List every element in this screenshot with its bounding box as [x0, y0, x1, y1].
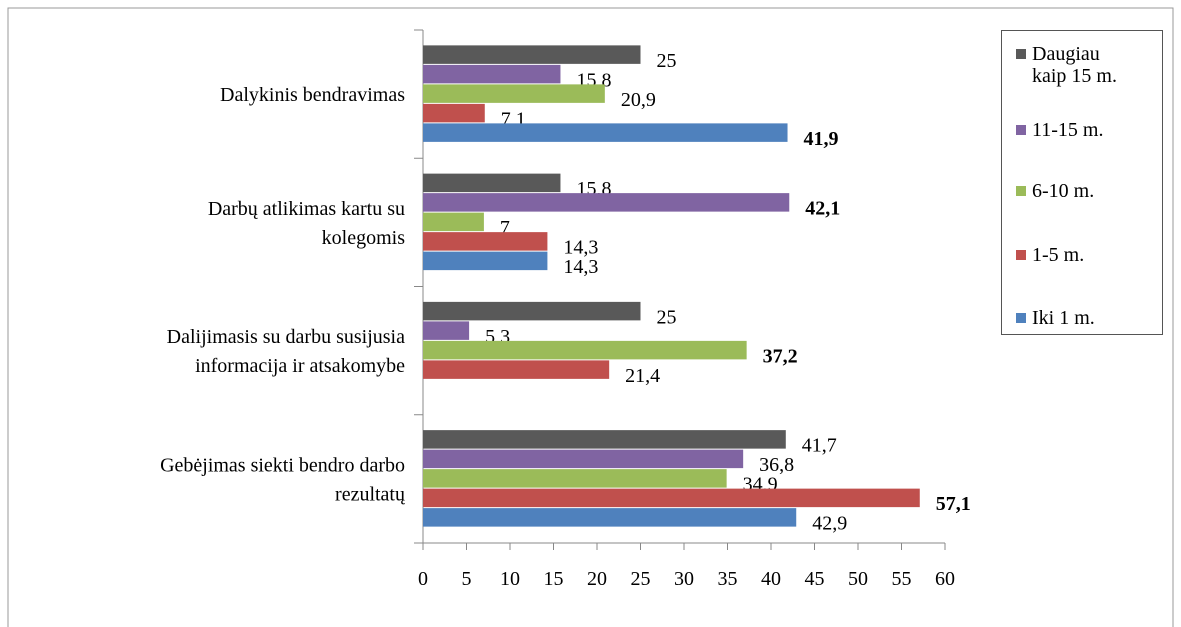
bar — [423, 508, 797, 527]
frame — [7, 7, 1174, 627]
bar — [423, 340, 747, 360]
x-tick-label: 35 — [718, 568, 738, 590]
x-tick-label: 40 — [761, 568, 781, 590]
bar — [423, 301, 641, 321]
legend-label: 6-10 m. — [1032, 180, 1095, 202]
legend-label: 1-5 m. — [1032, 244, 1085, 266]
x-tick-label: 10 — [500, 568, 520, 590]
x-tick-label: 45 — [805, 568, 825, 590]
y-tick-label: kolegomis — [322, 227, 406, 249]
value-label: 41,9 — [804, 128, 839, 150]
bar — [423, 488, 920, 508]
value-label: 20,9 — [621, 89, 656, 111]
bar — [423, 449, 744, 469]
legend-swatch — [1016, 186, 1026, 196]
x-tick-label: 60 — [935, 568, 955, 590]
value-label: 57,1 — [936, 493, 971, 515]
x-tick-label: 30 — [674, 568, 694, 590]
x-tick-label: 50 — [848, 568, 868, 590]
bar — [423, 469, 727, 488]
value-label: 37,2 — [763, 345, 798, 367]
value-label: 7 — [500, 217, 510, 239]
y-tick-label: informacija ir atsakomybe — [195, 355, 405, 377]
bar — [423, 360, 610, 379]
x-tick-label: 20 — [587, 568, 607, 590]
value-label: 21,4 — [625, 365, 660, 387]
legend-label: Iki 1 m. — [1032, 307, 1095, 329]
bar — [423, 193, 790, 212]
legend-swatch — [1016, 49, 1026, 59]
x-tick-label: 5 — [462, 568, 472, 590]
x-tick-label: 0 — [418, 568, 428, 590]
bar — [423, 173, 561, 193]
x-tick-label: 15 — [544, 568, 564, 590]
legend-label: Daugiau kaip 15 m. — [1032, 43, 1117, 87]
y-tick-label: rezultatų — [335, 483, 406, 505]
value-label: 36,8 — [759, 454, 794, 476]
legend-swatch — [1016, 313, 1026, 323]
bar — [423, 232, 548, 251]
x-tick-label: 25 — [631, 568, 651, 590]
value-label: 14,3 — [563, 237, 598, 259]
y-tick-label: Dalijimasis su darbu susijusia — [167, 326, 405, 348]
legend-swatch — [1016, 250, 1026, 260]
bar — [423, 103, 485, 123]
legend-swatch — [1016, 125, 1026, 135]
bar — [423, 64, 561, 84]
legend: Daugiau kaip 15 m. 11-15 m. 6-10 m. 1-5 m. I… — [1001, 30, 1163, 335]
value-label: 41,7 — [802, 435, 837, 457]
value-label: 14,3 — [563, 256, 598, 278]
bar — [423, 430, 786, 449]
y-tick-label: Gebėjimas siekti bendro darbo — [160, 454, 405, 476]
bar — [423, 321, 470, 340]
bar — [423, 212, 484, 232]
bar — [423, 45, 641, 64]
bar — [423, 84, 605, 103]
legend-label: 11-15 m. — [1032, 119, 1104, 141]
value-label: 42,1 — [805, 198, 840, 220]
bar — [423, 251, 548, 271]
y-tick-label: Dalykinis bendravimas — [220, 84, 405, 106]
bar — [423, 123, 788, 142]
y-tick-label: Darbų atlikimas kartu su — [208, 198, 405, 220]
value-label: 25 — [657, 50, 677, 72]
value-label: 25 — [657, 306, 677, 328]
x-tick-label: 55 — [892, 568, 912, 590]
value-label: 42,9 — [812, 513, 847, 535]
